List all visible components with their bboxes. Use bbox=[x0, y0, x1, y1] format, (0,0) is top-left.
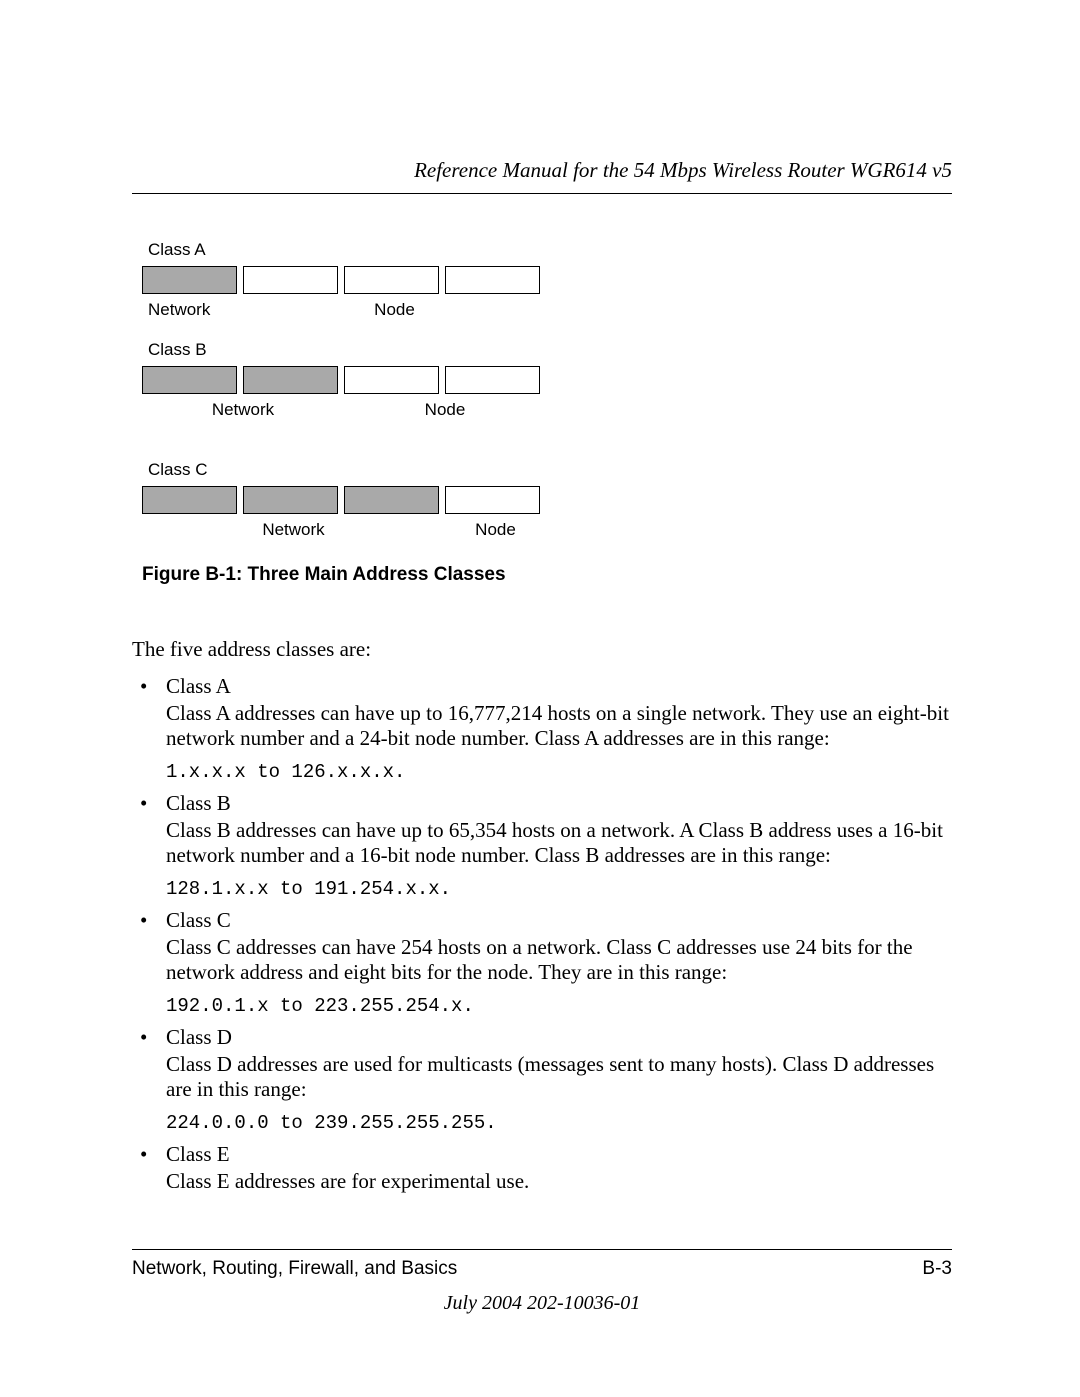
list-item-class-d: Class D Class D addresses are used for m… bbox=[132, 1025, 952, 1134]
class-c-octet-4 bbox=[445, 486, 540, 514]
class-c-network-label: Network bbox=[142, 520, 445, 540]
class-list: Class A Class A addresses can have up to… bbox=[132, 674, 952, 1194]
class-b-boxes bbox=[142, 366, 952, 394]
class-a-octet-3 bbox=[344, 266, 439, 294]
class-c-boxes bbox=[142, 486, 952, 514]
page: Reference Manual for the 54 Mbps Wireles… bbox=[0, 0, 1080, 1397]
figure-address-classes: Class A Network Node Class B Netw bbox=[142, 240, 952, 586]
class-b-label: Class B bbox=[148, 340, 952, 360]
class-a-desc: Class A addresses can have up to 16,777,… bbox=[166, 701, 952, 751]
class-c-octet-1 bbox=[142, 486, 237, 514]
class-c-octet-3 bbox=[344, 486, 439, 514]
list-item-class-e: Class E Class E addresses are for experi… bbox=[132, 1142, 952, 1194]
class-b-node-label: Node bbox=[344, 400, 546, 420]
footer-rule bbox=[132, 1249, 952, 1250]
footer-date: July 2004 202-10036-01 bbox=[132, 1292, 952, 1315]
class-b-title: Class B bbox=[166, 791, 952, 816]
class-c-range: 192.0.1.x to 223.255.254.x. bbox=[166, 995, 952, 1017]
class-a-network-label: Network bbox=[142, 300, 243, 320]
class-a-block: Class A Network Node bbox=[142, 240, 952, 320]
class-a-boxes bbox=[142, 266, 952, 294]
class-b-octet-2 bbox=[243, 366, 338, 394]
header-title: Reference Manual for the 54 Mbps Wireles… bbox=[132, 158, 952, 183]
class-c-node-label: Node bbox=[445, 520, 546, 540]
class-c-underlabels: Network Node bbox=[142, 520, 952, 540]
class-c-title: Class C bbox=[166, 908, 952, 933]
class-e-desc: Class E addresses are for experimental u… bbox=[166, 1169, 952, 1194]
list-item-class-b: Class B Class B addresses can have up to… bbox=[132, 791, 952, 900]
class-a-range: 1.x.x.x to 126.x.x.x. bbox=[166, 761, 952, 783]
class-a-octet-1 bbox=[142, 266, 237, 294]
class-b-octet-3 bbox=[344, 366, 439, 394]
class-a-underlabels: Network Node bbox=[142, 300, 952, 320]
class-c-octet-2 bbox=[243, 486, 338, 514]
figure-caption: Figure B-1: Three Main Address Classes bbox=[142, 564, 952, 586]
footer-page: B-3 bbox=[922, 1258, 952, 1280]
class-b-block: Class B Network Node bbox=[142, 340, 952, 420]
class-a-title: Class A bbox=[166, 674, 952, 699]
class-b-network-label: Network bbox=[142, 400, 344, 420]
class-c-desc: Class C addresses can have 254 hosts on … bbox=[166, 935, 952, 985]
class-d-title: Class D bbox=[166, 1025, 952, 1050]
intro-text: The five address classes are: bbox=[132, 636, 952, 662]
page-footer: Network, Routing, Firewall, and Basics B… bbox=[132, 1249, 952, 1315]
class-b-octet-4 bbox=[445, 366, 540, 394]
class-b-octet-1 bbox=[142, 366, 237, 394]
header-rule bbox=[132, 193, 952, 194]
class-b-range: 128.1.x.x to 191.254.x.x. bbox=[166, 878, 952, 900]
footer-row: Network, Routing, Firewall, and Basics B… bbox=[132, 1258, 952, 1280]
class-d-desc: Class D addresses are used for multicast… bbox=[166, 1052, 952, 1102]
class-c-label: Class C bbox=[148, 460, 952, 480]
class-b-desc: Class B addresses can have up to 65,354 … bbox=[166, 818, 952, 868]
class-e-title: Class E bbox=[166, 1142, 952, 1167]
class-d-range: 224.0.0.0 to 239.255.255.255. bbox=[166, 1112, 952, 1134]
class-b-underlabels: Network Node bbox=[142, 400, 952, 420]
class-a-node-label: Node bbox=[243, 300, 546, 320]
footer-section: Network, Routing, Firewall, and Basics bbox=[132, 1258, 457, 1280]
list-item-class-c: Class C Class C addresses can have 254 h… bbox=[132, 908, 952, 1017]
class-a-octet-4 bbox=[445, 266, 540, 294]
class-a-label: Class A bbox=[148, 240, 952, 260]
class-a-octet-2 bbox=[243, 266, 338, 294]
list-item-class-a: Class A Class A addresses can have up to… bbox=[132, 674, 952, 783]
class-c-block: Class C Network Node bbox=[142, 460, 952, 540]
